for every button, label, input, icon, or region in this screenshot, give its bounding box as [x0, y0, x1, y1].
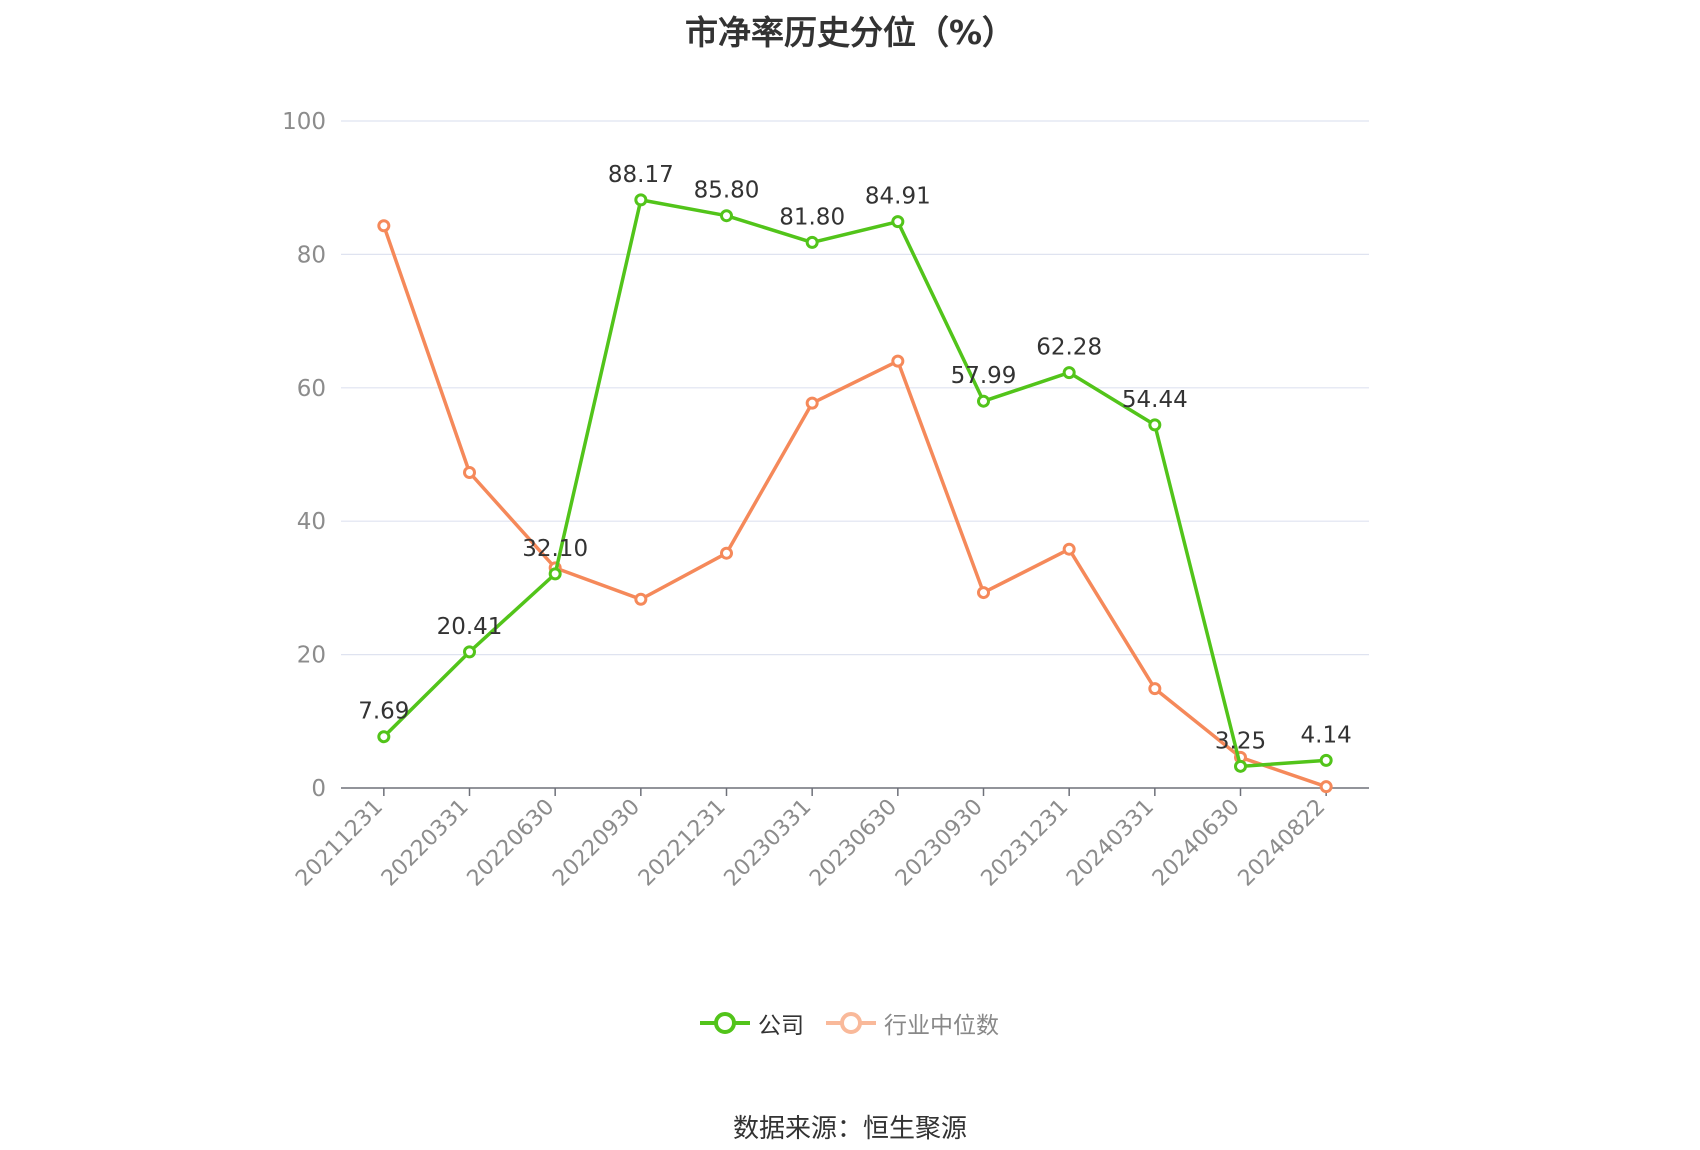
x-tick-label: 20221231 [634, 795, 731, 892]
data-point-company [1234, 759, 1247, 773]
data-point-industry [463, 466, 476, 480]
series-line-company [382, 198, 1327, 769]
data-point-company [720, 209, 733, 223]
data-label: 84.91 [865, 184, 931, 210]
y-tick-label: 40 [297, 509, 326, 535]
data-label: 62.28 [1036, 335, 1102, 361]
data-point-industry [891, 354, 905, 368]
x-tick-label: 20230930 [891, 795, 988, 892]
legend: 公司 行业中位数 [700, 1006, 1021, 1040]
data-point-industry [1319, 780, 1333, 794]
legend-label-industry: 行业中位数 [884, 1013, 999, 1039]
data-point-company [1062, 366, 1076, 380]
x-tick-label: 20240822 [1234, 795, 1331, 892]
data-point-company [977, 394, 990, 408]
data-label: 7.69 [358, 699, 409, 725]
data-point-industry [1062, 542, 1076, 556]
x-tick-label: 20231231 [977, 795, 1074, 892]
chart-title: 市净率历史分位（%） [684, 13, 1016, 52]
x-tick-label: 20240331 [1062, 795, 1159, 892]
y-tick-label: 0 [311, 776, 326, 802]
data-label: 20.41 [437, 614, 503, 640]
data-point-company [1148, 418, 1162, 432]
data-labels: 7.69 20.41 32.10 88.17 85.80 81.80 84.91 57.99 6… [358, 162, 1352, 754]
x-tick-label: 20230331 [720, 795, 817, 892]
y-tick-label: 20 [297, 643, 326, 669]
x-tick-label: 20240630 [1148, 795, 1245, 892]
data-point-company [548, 567, 562, 581]
data-point-industry [977, 586, 990, 600]
x-tick-label: 20211231 [291, 795, 388, 892]
data-label: 3.25 [1215, 728, 1266, 754]
data-point-industry [805, 396, 819, 410]
x-axis: 2021123120220331202206302022093020221231… [291, 787, 1369, 892]
data-point-company [463, 645, 476, 659]
y-axis: 0 20 40 60 80 100 [282, 109, 326, 802]
data-point-company [634, 193, 648, 207]
data-label: 54.44 [1122, 387, 1188, 413]
data-point-industry [720, 546, 733, 560]
legend-label-company: 公司 [758, 1013, 804, 1039]
legend-item-company[interactable]: 公司 [700, 1006, 804, 1040]
data-point-company [377, 730, 391, 744]
series-line-industry [382, 225, 1327, 789]
legend-item-industry[interactable]: 行业中位数 [826, 1006, 999, 1040]
data-point-industry [634, 592, 648, 606]
data-point-industry [1148, 682, 1162, 696]
series-layer [377, 193, 1333, 794]
data-source: 数据来源：恒生聚源 [732, 1114, 967, 1144]
data-label: 57.99 [951, 363, 1017, 389]
data-label: 4.14 [1301, 722, 1352, 748]
y-tick-label: 60 [297, 376, 326, 402]
data-label: 32.10 [522, 536, 588, 562]
x-tick-label: 20220630 [463, 795, 560, 892]
grid-lines [341, 120, 1369, 656]
data-point-company [805, 235, 819, 249]
y-tick-label: 80 [297, 242, 326, 268]
data-label: 88.17 [608, 162, 674, 188]
data-point-company [891, 215, 905, 229]
x-tick-label: 20220930 [548, 795, 645, 892]
data-label: 85.80 [694, 178, 760, 204]
data-point-industry [377, 219, 391, 233]
x-tick-label: 20230630 [805, 795, 902, 892]
y-tick-label: 100 [282, 109, 326, 135]
data-label: 81.80 [779, 204, 845, 230]
data-point-company [1319, 753, 1333, 767]
x-tick-label: 20220331 [377, 795, 474, 892]
legend-marker-industry-icon [826, 1012, 876, 1034]
legend-marker-company-icon [700, 1012, 750, 1034]
